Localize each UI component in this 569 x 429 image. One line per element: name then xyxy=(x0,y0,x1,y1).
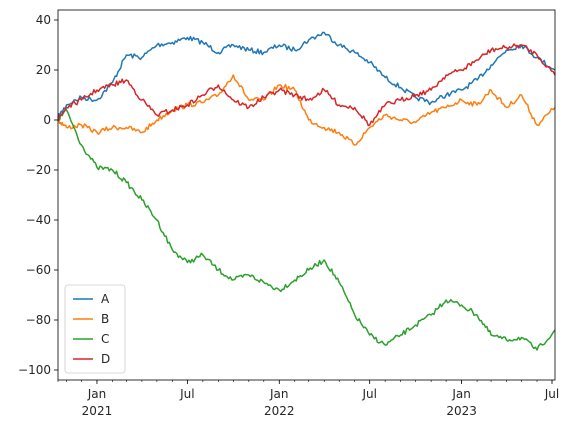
series-layer xyxy=(57,31,556,351)
y-tick-label: 40 xyxy=(36,13,51,27)
series-line-d xyxy=(57,43,556,127)
x-year-label: 2021 xyxy=(82,404,113,418)
y-axis: 40 20 0 −20 −40 −60 −80 −100 xyxy=(18,13,58,377)
x-axis: Jan 2021 Jul Jan 2022 Jul Jan 2023 Jul xyxy=(57,380,559,418)
x-tick-label: Jan xyxy=(269,387,289,401)
x-tick-label: Jul xyxy=(179,387,194,401)
legend-label-b: B xyxy=(101,312,109,326)
y-tick-label: 20 xyxy=(36,63,51,77)
y-tick-label: −60 xyxy=(26,263,51,277)
x-tick-label: Jul xyxy=(544,387,559,401)
y-tick-label: −20 xyxy=(26,163,51,177)
x-tick-label: Jan xyxy=(451,387,471,401)
x-year-label: 2022 xyxy=(264,404,295,418)
series-line-c xyxy=(57,108,556,351)
series-line-b xyxy=(57,74,556,146)
x-tick-label: Jan xyxy=(87,387,107,401)
legend-box xyxy=(64,284,126,374)
y-tick-label: 0 xyxy=(43,113,51,127)
y-tick-label: −80 xyxy=(26,313,51,327)
legend-label-c: C xyxy=(101,332,109,346)
x-year-label: 2023 xyxy=(446,404,477,418)
plot-frame xyxy=(57,9,556,381)
y-tick-label: −100 xyxy=(18,363,51,377)
legend-label-a: A xyxy=(101,292,110,306)
y-tick-label: −40 xyxy=(26,213,51,227)
x-tick-label: Jul xyxy=(361,387,376,401)
series-line-a xyxy=(57,31,556,118)
legend-label-d: D xyxy=(101,352,110,366)
